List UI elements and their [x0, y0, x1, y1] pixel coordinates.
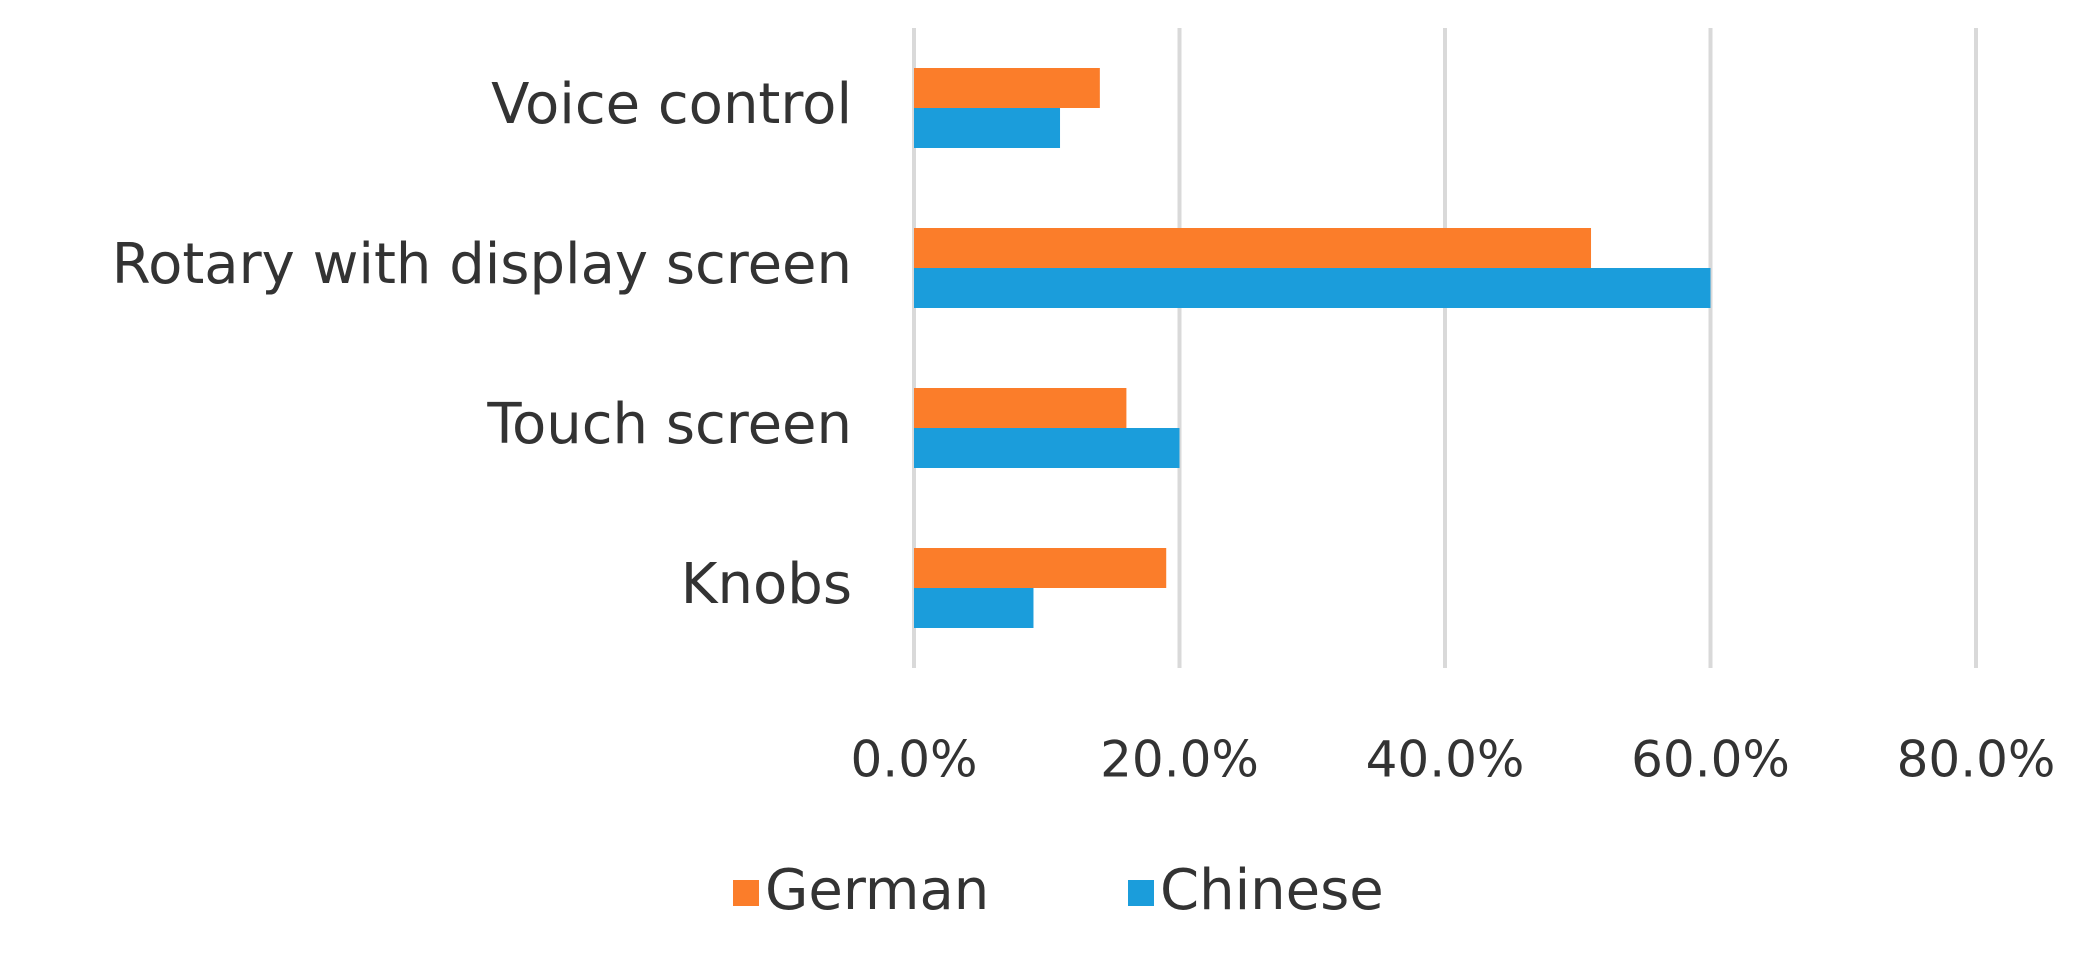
bar — [914, 548, 1167, 588]
legend-label: Chinese — [1160, 858, 1384, 923]
y-tick-label: Touch screen — [486, 392, 852, 457]
bar — [914, 428, 1180, 468]
legend-swatch — [1128, 880, 1154, 906]
legend-label: German — [765, 858, 989, 923]
x-tick-label: 60.0% — [1631, 731, 1790, 789]
bar — [914, 68, 1100, 108]
legend-swatch — [733, 880, 759, 906]
x-tick-label: 20.0% — [1100, 731, 1259, 789]
x-tick-label: 40.0% — [1366, 731, 1525, 789]
x-tick-label: 80.0% — [1897, 731, 2056, 789]
bar — [914, 108, 1061, 148]
bar — [914, 228, 1592, 268]
bar — [914, 588, 1034, 628]
y-tick-label: Voice control — [491, 72, 852, 137]
bar — [914, 268, 1711, 308]
y-tick-label: Rotary with display screen — [112, 232, 852, 297]
bar — [914, 388, 1127, 428]
x-tick-label: 0.0% — [850, 731, 977, 789]
y-tick-label: Knobs — [681, 552, 852, 617]
